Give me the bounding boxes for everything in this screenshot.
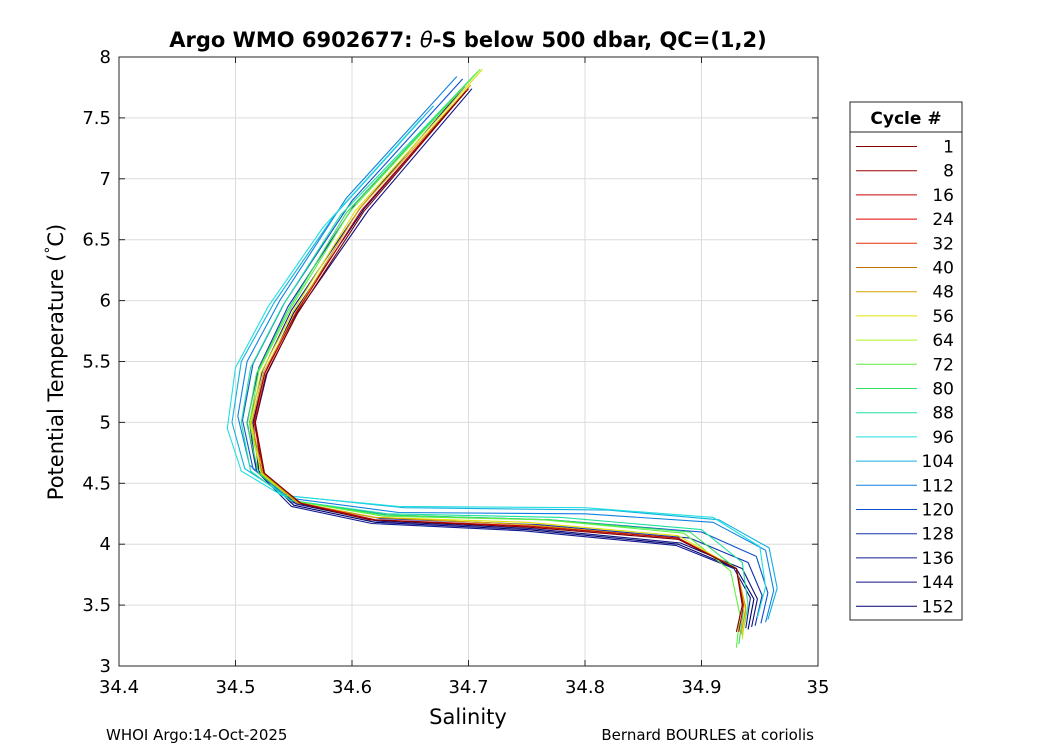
profile-line-10 — [248, 68, 741, 648]
profile-line-8 — [240, 74, 749, 636]
legend-label: 96 — [932, 428, 954, 448]
series-layer — [226, 68, 778, 648]
y-tick-label: 5.5 — [82, 352, 111, 373]
legend-label: 64 — [932, 331, 954, 351]
x-tick-label: 34.6 — [332, 677, 372, 698]
legend-label: 128 — [922, 525, 954, 545]
y-tick-label: 7 — [100, 169, 111, 190]
axis-ticks: 34.4 34.5 34.6 34.7 34.8 34.9 35 3 3.5 4 4.5 5 5.5 6 6… — [82, 47, 829, 698]
profile-line-7 — [226, 117, 767, 618]
profile-line-2 — [248, 85, 751, 629]
legend-label: 136 — [922, 549, 954, 569]
x-tick-label: 34.8 — [565, 677, 605, 698]
profile-line-14 — [254, 90, 743, 633]
legend-label: 40 — [932, 259, 954, 279]
legend-label: 24 — [932, 210, 954, 230]
legend: Cycle # 1 8 16 24 32 40 48 56 64 72 80 88 96 104 112 12… — [849, 101, 963, 621]
y-tick-label: 4.5 — [82, 473, 111, 494]
footer-author: Bernard BOURLES at coriolis — [601, 726, 814, 744]
legend-label: 32 — [932, 234, 954, 254]
legend-label: 152 — [922, 597, 954, 617]
legend-label: 1 — [943, 138, 954, 158]
legend-label: 104 — [922, 452, 954, 472]
legend-label: 88 — [932, 404, 954, 424]
legend-label: 120 — [922, 501, 954, 521]
x-tick-label: 34.4 — [99, 677, 139, 698]
x-axis-label: Salinity — [429, 705, 507, 729]
x-tick-label: 34.5 — [215, 677, 255, 698]
y-tick-label: 3 — [100, 656, 111, 677]
x-tick-label: 34.7 — [448, 677, 488, 698]
profile-line-1 — [254, 88, 758, 628]
y-tick-label: 3.5 — [82, 595, 111, 616]
legend-label: 144 — [922, 573, 954, 593]
profile-line-5 — [237, 76, 775, 623]
profile-line-3 — [246, 81, 763, 626]
x-tick-label: 35 — [807, 677, 830, 698]
y-tick-label: 6.5 — [82, 230, 111, 251]
legend-label: 8 — [943, 162, 954, 182]
y-tick-label: 8 — [100, 47, 111, 68]
legend-label: 80 — [932, 380, 954, 400]
legend-label: 48 — [932, 283, 954, 303]
x-tick-label: 34.9 — [681, 677, 721, 698]
legend-entries: 1 8 16 24 32 40 48 56 64 72 80 88 96 104 112 120 128 136 1… — [856, 138, 954, 617]
legend-label: 112 — [922, 476, 954, 496]
legend-title: Cycle # — [870, 109, 941, 129]
legend-label: 16 — [932, 186, 954, 206]
chart-title: Argo WMO 6902677: θ-S below 500 dbar, QC… — [169, 28, 766, 52]
y-tick-label: 5 — [100, 412, 111, 433]
y-tick-label: 7.5 — [82, 108, 111, 129]
y-tick-label: 6 — [100, 291, 111, 312]
legend-label: 56 — [932, 307, 954, 327]
legend-label: 72 — [932, 355, 954, 375]
y-axis-label: Potential Temperature (°C) — [43, 224, 68, 500]
footer-source: WHOI Argo:14-Oct-2025 — [106, 726, 288, 744]
y-tick-label: 4 — [100, 534, 111, 555]
